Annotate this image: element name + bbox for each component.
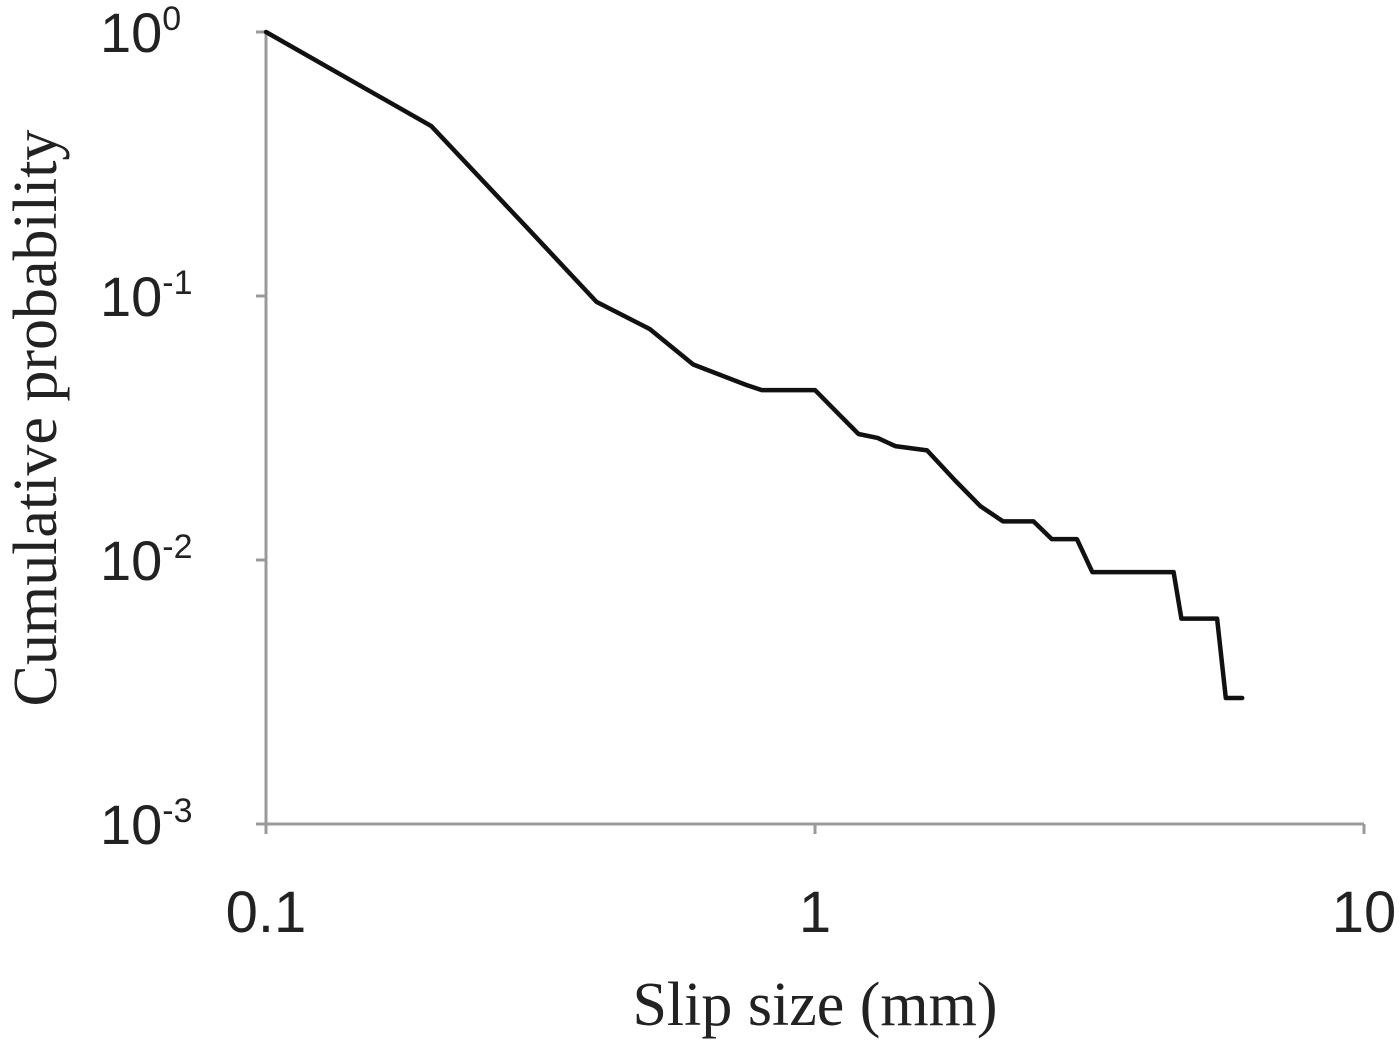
y-tick-label: 100 (100, 0, 181, 64)
y-tick-label: 10-1 (100, 264, 193, 328)
x-tick-label: 0.1 (226, 880, 307, 945)
x-tick-label: 1 (799, 880, 831, 945)
x-ticks: 0.1 1 10 (226, 824, 1397, 945)
series (263, 29, 1245, 701)
y-tick-label: 10-2 (100, 528, 193, 592)
series-line-1 (263, 29, 1245, 701)
x-axis-title: Slip size (mm) (632, 971, 997, 1039)
y-axis-title: Cumulative probability (2, 130, 70, 707)
y-ticks: 100 10-1 10-2 10-3 (100, 0, 266, 856)
y-tick-label: 10-3 (100, 792, 193, 856)
x-tick-label: 10 (1332, 880, 1397, 945)
axes (264, 32, 1364, 826)
